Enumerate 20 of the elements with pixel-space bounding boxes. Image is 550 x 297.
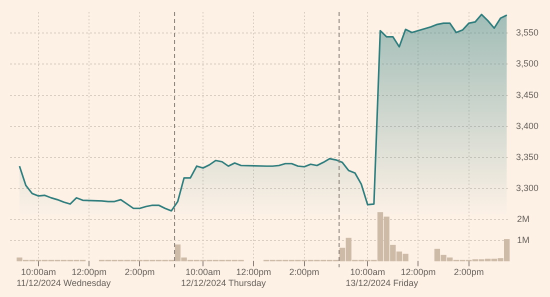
x-tick-label: 10:00am — [186, 267, 221, 278]
y-tick-label: 3,500 — [516, 58, 539, 69]
text: 13/12/2024 Friday — [346, 278, 419, 288]
y-tick-label: 3,400 — [516, 120, 539, 131]
y-tick-label: 3,550 — [516, 28, 539, 38]
x-tick-label: 12:00pm — [72, 267, 107, 278]
y2-tick-label: 1M — [517, 234, 530, 245]
y-tick-label: 3,300 — [516, 182, 539, 193]
text: 11/12/2024 Wednesday — [16, 278, 112, 288]
x-tick-label: 10:00am — [20, 267, 56, 278]
text: 12/12/2024 Thursday — [181, 278, 266, 288]
y2-tick-label: 2M — [517, 214, 530, 224]
x-tick-label: 2:00pm — [124, 267, 155, 278]
x-tick-label: 12:00pm — [400, 267, 436, 278]
x-tick-label: 2:00pm — [289, 267, 320, 278]
y-tick-label: 3,350 — [516, 152, 539, 162]
y-tick-label: 3,450 — [516, 90, 539, 100]
x-tick-label: 12:00pm — [236, 267, 272, 278]
x-tick-label: 10:00am — [350, 267, 386, 278]
x-tick-label: 2:00pm — [454, 267, 484, 278]
